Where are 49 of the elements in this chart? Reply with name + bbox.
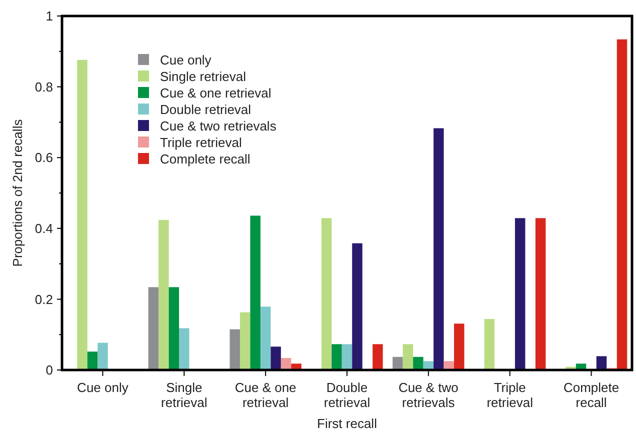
bar — [179, 328, 190, 370]
bar — [372, 344, 383, 370]
x-tick-label: Triple retrieval — [486, 380, 534, 410]
bar — [402, 344, 414, 370]
bar — [535, 218, 546, 370]
x-axis-title: First recall — [317, 416, 378, 431]
y-tick-label: 0.6 — [34, 150, 53, 166]
legend-label: Single retrieval — [160, 69, 246, 84]
legend-label: Cue & two retrievals — [160, 118, 277, 134]
bar — [168, 287, 180, 370]
legend-label: Cue & one retrieval — [160, 86, 272, 101]
legend-label: Triple retrieval — [160, 135, 242, 150]
bar — [250, 216, 260, 370]
y-axis-title: Proportions of 2nd recalls — [10, 118, 25, 267]
y-tick-label: 0 — [46, 362, 53, 378]
bar — [332, 344, 342, 370]
x-tick-label: Cue & two retrievals — [398, 380, 458, 410]
x-tick-label: Single retrieval — [161, 380, 208, 410]
bar — [158, 220, 169, 370]
bar — [596, 356, 607, 370]
x-tick-label: Complete recall — [563, 380, 620, 410]
bar — [148, 287, 159, 370]
bar — [260, 306, 271, 370]
y-tick-label: 0.2 — [34, 292, 53, 307]
bar — [484, 319, 494, 370]
bar — [77, 60, 88, 370]
bar — [514, 218, 526, 370]
bar — [98, 342, 108, 370]
bar — [352, 243, 362, 370]
bar — [616, 39, 628, 370]
bar — [321, 218, 332, 370]
x-tick-label: Double retrieval — [324, 380, 370, 410]
bar — [342, 344, 352, 370]
legend-label: Cue only — [160, 52, 212, 68]
bar — [230, 329, 240, 370]
legend-label: Double retrieval — [160, 102, 252, 118]
y-tick-label: 1 — [46, 8, 53, 24]
bar — [270, 346, 281, 370]
bar — [454, 324, 464, 370]
legend-label: Complete recall — [160, 152, 250, 167]
x-tick-label: Cue only — [77, 380, 129, 395]
bar — [87, 352, 98, 370]
bar — [392, 356, 403, 370]
x-tick-label: Cue & one retrieval — [234, 380, 296, 410]
y-tick-label: 0.4 — [34, 220, 53, 236]
bar — [240, 312, 250, 370]
y-tick-label: 0.8 — [34, 79, 53, 94]
bar — [413, 356, 424, 370]
bar — [434, 128, 444, 370]
